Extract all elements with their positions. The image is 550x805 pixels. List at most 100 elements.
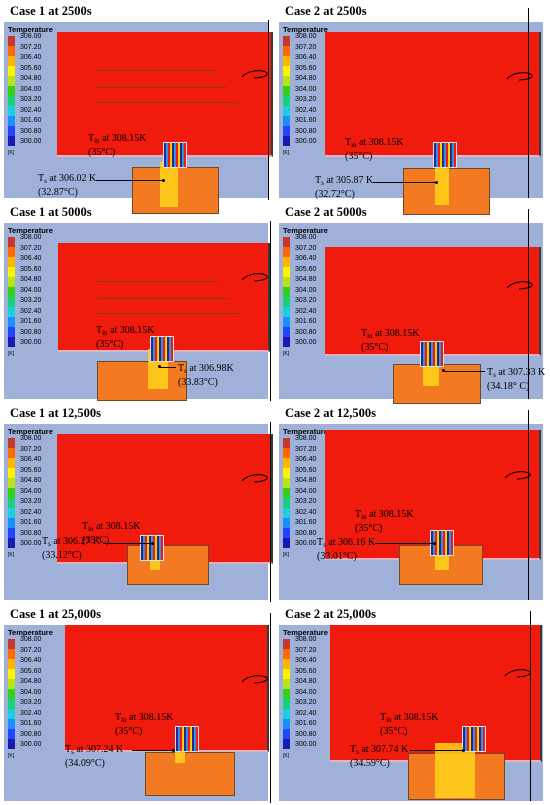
legend-tick-label: 304.80 — [20, 477, 42, 484]
color-bar-segment — [8, 116, 15, 126]
ts-annotation: Ts at 306.02 K (32.87°C) — [38, 173, 96, 198]
ts-value: at 307.24 K — [73, 744, 124, 755]
tin-subscript: in — [88, 525, 94, 533]
legend-tick-label: 303.20 — [20, 498, 42, 505]
right-wall — [530, 611, 531, 801]
color-bar-segment — [8, 56, 15, 66]
color-bar — [283, 237, 290, 347]
legend-unit: [K] — [283, 753, 290, 759]
streak-line — [98, 313, 238, 314]
ts-value: at 306.98K — [186, 363, 234, 374]
inlet-pipe — [420, 341, 444, 367]
tin-symbol: T — [115, 712, 122, 723]
color-bar-segment — [8, 237, 15, 247]
color-bar-segment — [283, 287, 290, 297]
outlet-loop-icon — [506, 72, 533, 81]
legend-unit: [K] — [283, 351, 290, 357]
tin-symbol: T — [380, 712, 387, 723]
contour-panel: Case 2 at 12,500s Temperature 308.00 307.… — [275, 402, 550, 603]
ts-leader-line — [160, 367, 176, 368]
color-bar-segment — [8, 267, 15, 277]
legend-tick-label: 306.40 — [295, 456, 317, 463]
room-domain — [325, 32, 541, 157]
inlet-pipe — [433, 142, 457, 168]
legend-tick-label: 306.40 — [295, 54, 317, 61]
color-bar-segment — [8, 307, 15, 317]
outlet-loop-icon — [504, 471, 531, 480]
tin-celsius: (35°C) — [96, 339, 124, 350]
legend-tick-label: 305.60 — [295, 466, 317, 474]
color-bar-segment — [8, 36, 15, 46]
warm-plume — [160, 162, 178, 207]
legend-title: Temperature — [8, 25, 53, 34]
ts-celsius: (33.12°C) — [42, 550, 82, 561]
color-bar-segment — [8, 488, 15, 498]
legend-tick-label: 304.00 — [20, 286, 42, 294]
color-bar-segment — [283, 317, 290, 327]
panel-title: Case 1 at 25,000s — [10, 607, 101, 621]
color-bar-segment — [283, 36, 290, 46]
tin-celsius: (35°C) — [115, 726, 143, 737]
legend-tick-label: 300.80 — [20, 127, 42, 135]
tin-celsius: (35°C) — [88, 147, 116, 158]
color-bar-segment — [8, 468, 15, 478]
ts-annotation: Ts at 307.24 K (34.09°C) — [65, 744, 123, 769]
color-bar-segment — [8, 277, 15, 287]
room-domain — [57, 32, 273, 157]
color-bar-segment — [8, 257, 15, 267]
ts-leader-line — [445, 371, 485, 372]
right-wall — [268, 20, 269, 200]
color-bar-segment — [283, 56, 290, 66]
legend-tick-label: 302.40 — [295, 307, 317, 315]
tin-annotation: Tin at 308.15K (35°C) — [88, 133, 147, 158]
contour-panel: Case 1 at 2500s Temperature 308.00 307.20… — [0, 0, 275, 214]
legend-tick-label: 300.80 — [20, 529, 42, 537]
legend-tick-label: 304.80 — [295, 276, 317, 283]
legend-tick-label: 301.60 — [295, 720, 317, 727]
color-bar-segment — [8, 729, 15, 739]
color-bar-segment — [8, 106, 15, 116]
legend-tick-label: 305.60 — [20, 64, 42, 72]
legend-tick-label: 308.00 — [295, 33, 317, 40]
tin-value: at 308.15K — [366, 509, 414, 520]
legend-title: Temperature — [8, 628, 53, 637]
legend-tick-label: 304.00 — [295, 85, 317, 93]
ts-leader-line — [96, 180, 162, 181]
legend-tick-label: 302.40 — [295, 106, 317, 114]
right-wall — [528, 8, 529, 198]
panel-title: Case 2 at 25,000s — [285, 607, 376, 621]
ts-annotation: Ts at 307.33 K (34.18° C) — [487, 367, 545, 392]
color-bar — [283, 36, 290, 146]
legend-tick-label: 308.00 — [20, 234, 42, 241]
tin-annotation: Tin at 308.15K (35°C) — [115, 712, 174, 737]
legend-tick-label: 306.40 — [20, 657, 42, 664]
legend-tick-label: 304.80 — [20, 678, 42, 685]
legend-tick-label: 307.20 — [295, 43, 317, 51]
tin-celsius: (35°C) — [380, 726, 408, 737]
ts-annotation: Ts at 307.74 K (34.59°C) — [350, 744, 408, 769]
legend-tick-label: 303.20 — [295, 498, 317, 505]
legend-tick-label: 300.80 — [20, 730, 42, 738]
tin-annotation: Tin at 308.15K (35°C) — [345, 137, 404, 162]
legend-tick-label: 307.20 — [295, 244, 317, 252]
room-domain — [325, 247, 541, 356]
color-bar — [8, 237, 15, 347]
legend-unit: [K] — [8, 150, 15, 156]
ts-value: at 307.74 K — [358, 744, 409, 755]
room-domain — [65, 625, 269, 752]
legend-tick-label: 304.00 — [295, 688, 317, 696]
legend-tick-label: 301.60 — [295, 318, 317, 325]
color-bar-segment — [8, 508, 15, 518]
legend-tick-label: 306.40 — [20, 456, 42, 463]
color-bar-segment — [8, 659, 15, 669]
color-bar-segment — [8, 649, 15, 659]
color-bar-segment — [283, 106, 290, 116]
color-bar-segment — [8, 317, 15, 327]
legend-unit: [K] — [283, 150, 290, 156]
ts-symbol: T — [178, 363, 185, 374]
color-bar-segment — [8, 136, 15, 146]
color-bar-segment — [283, 458, 290, 468]
legend-tick-label: 300.00 — [295, 138, 317, 145]
color-bar-segment — [8, 76, 15, 86]
ts-subscript: s — [356, 748, 359, 756]
